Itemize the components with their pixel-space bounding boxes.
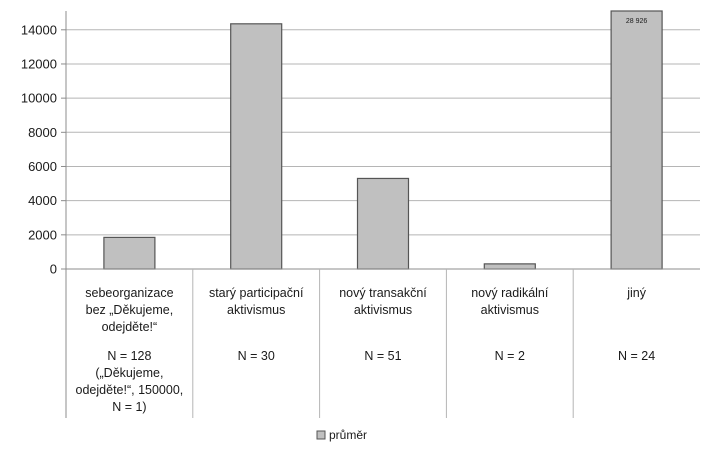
- category-label: aktivismus: [354, 303, 412, 317]
- category-n-label: N = 1): [112, 400, 146, 414]
- y-tick-label: 6000: [28, 159, 57, 174]
- bar: [483, 263, 536, 270]
- legend-swatch: [316, 430, 326, 440]
- category-n-label: N = 51: [364, 349, 401, 363]
- y-tick-label: 12000: [21, 56, 57, 71]
- category-labels: sebeorganizace bez „Děkujeme, odejděte!“ N …: [76, 286, 656, 414]
- bar: [103, 236, 156, 270]
- category-n-label: („Děkujeme,: [95, 366, 163, 380]
- axes: [65, 11, 700, 418]
- y-tick-label: 0: [50, 262, 57, 277]
- bar: [230, 23, 283, 270]
- gridlines: [61, 29, 700, 270]
- data-labels: 28 926: [626, 18, 648, 25]
- legend: průměr: [316, 428, 367, 442]
- category-label: bez „Děkujeme,: [86, 303, 174, 317]
- bars: [103, 10, 663, 270]
- data-label: 28 926: [626, 18, 648, 25]
- category-label: jiný: [626, 286, 647, 300]
- bar: [610, 10, 663, 270]
- y-tick-label: 14000: [21, 22, 57, 37]
- category-n-label: odejděte!“, 150000,: [76, 383, 184, 397]
- category-label: odejděte!“: [102, 320, 158, 334]
- category-n-label: N = 24: [618, 349, 655, 363]
- category-label: nový transakční: [339, 286, 427, 300]
- category-n-label: N = 128: [107, 349, 151, 363]
- y-tick-label: 4000: [28, 193, 57, 208]
- category-label: starý participační: [209, 286, 304, 300]
- category-label: aktivismus: [481, 303, 539, 317]
- category-n-label: N = 2: [495, 349, 525, 363]
- y-tick-label: 2000: [28, 227, 57, 242]
- y-tick-label: 10000: [21, 91, 57, 106]
- category-n-label: N = 30: [238, 349, 275, 363]
- bar: [356, 177, 410, 270]
- y-tick-label: 8000: [28, 125, 57, 140]
- category-label: sebeorganizace: [85, 286, 173, 300]
- category-label: aktivismus: [227, 303, 285, 317]
- category-label: nový radikální: [471, 286, 549, 300]
- legend-label: průměr: [329, 428, 367, 442]
- y-axis-tick-labels: 0 2000 4000 6000 8000 10000 12000 14000: [21, 22, 57, 276]
